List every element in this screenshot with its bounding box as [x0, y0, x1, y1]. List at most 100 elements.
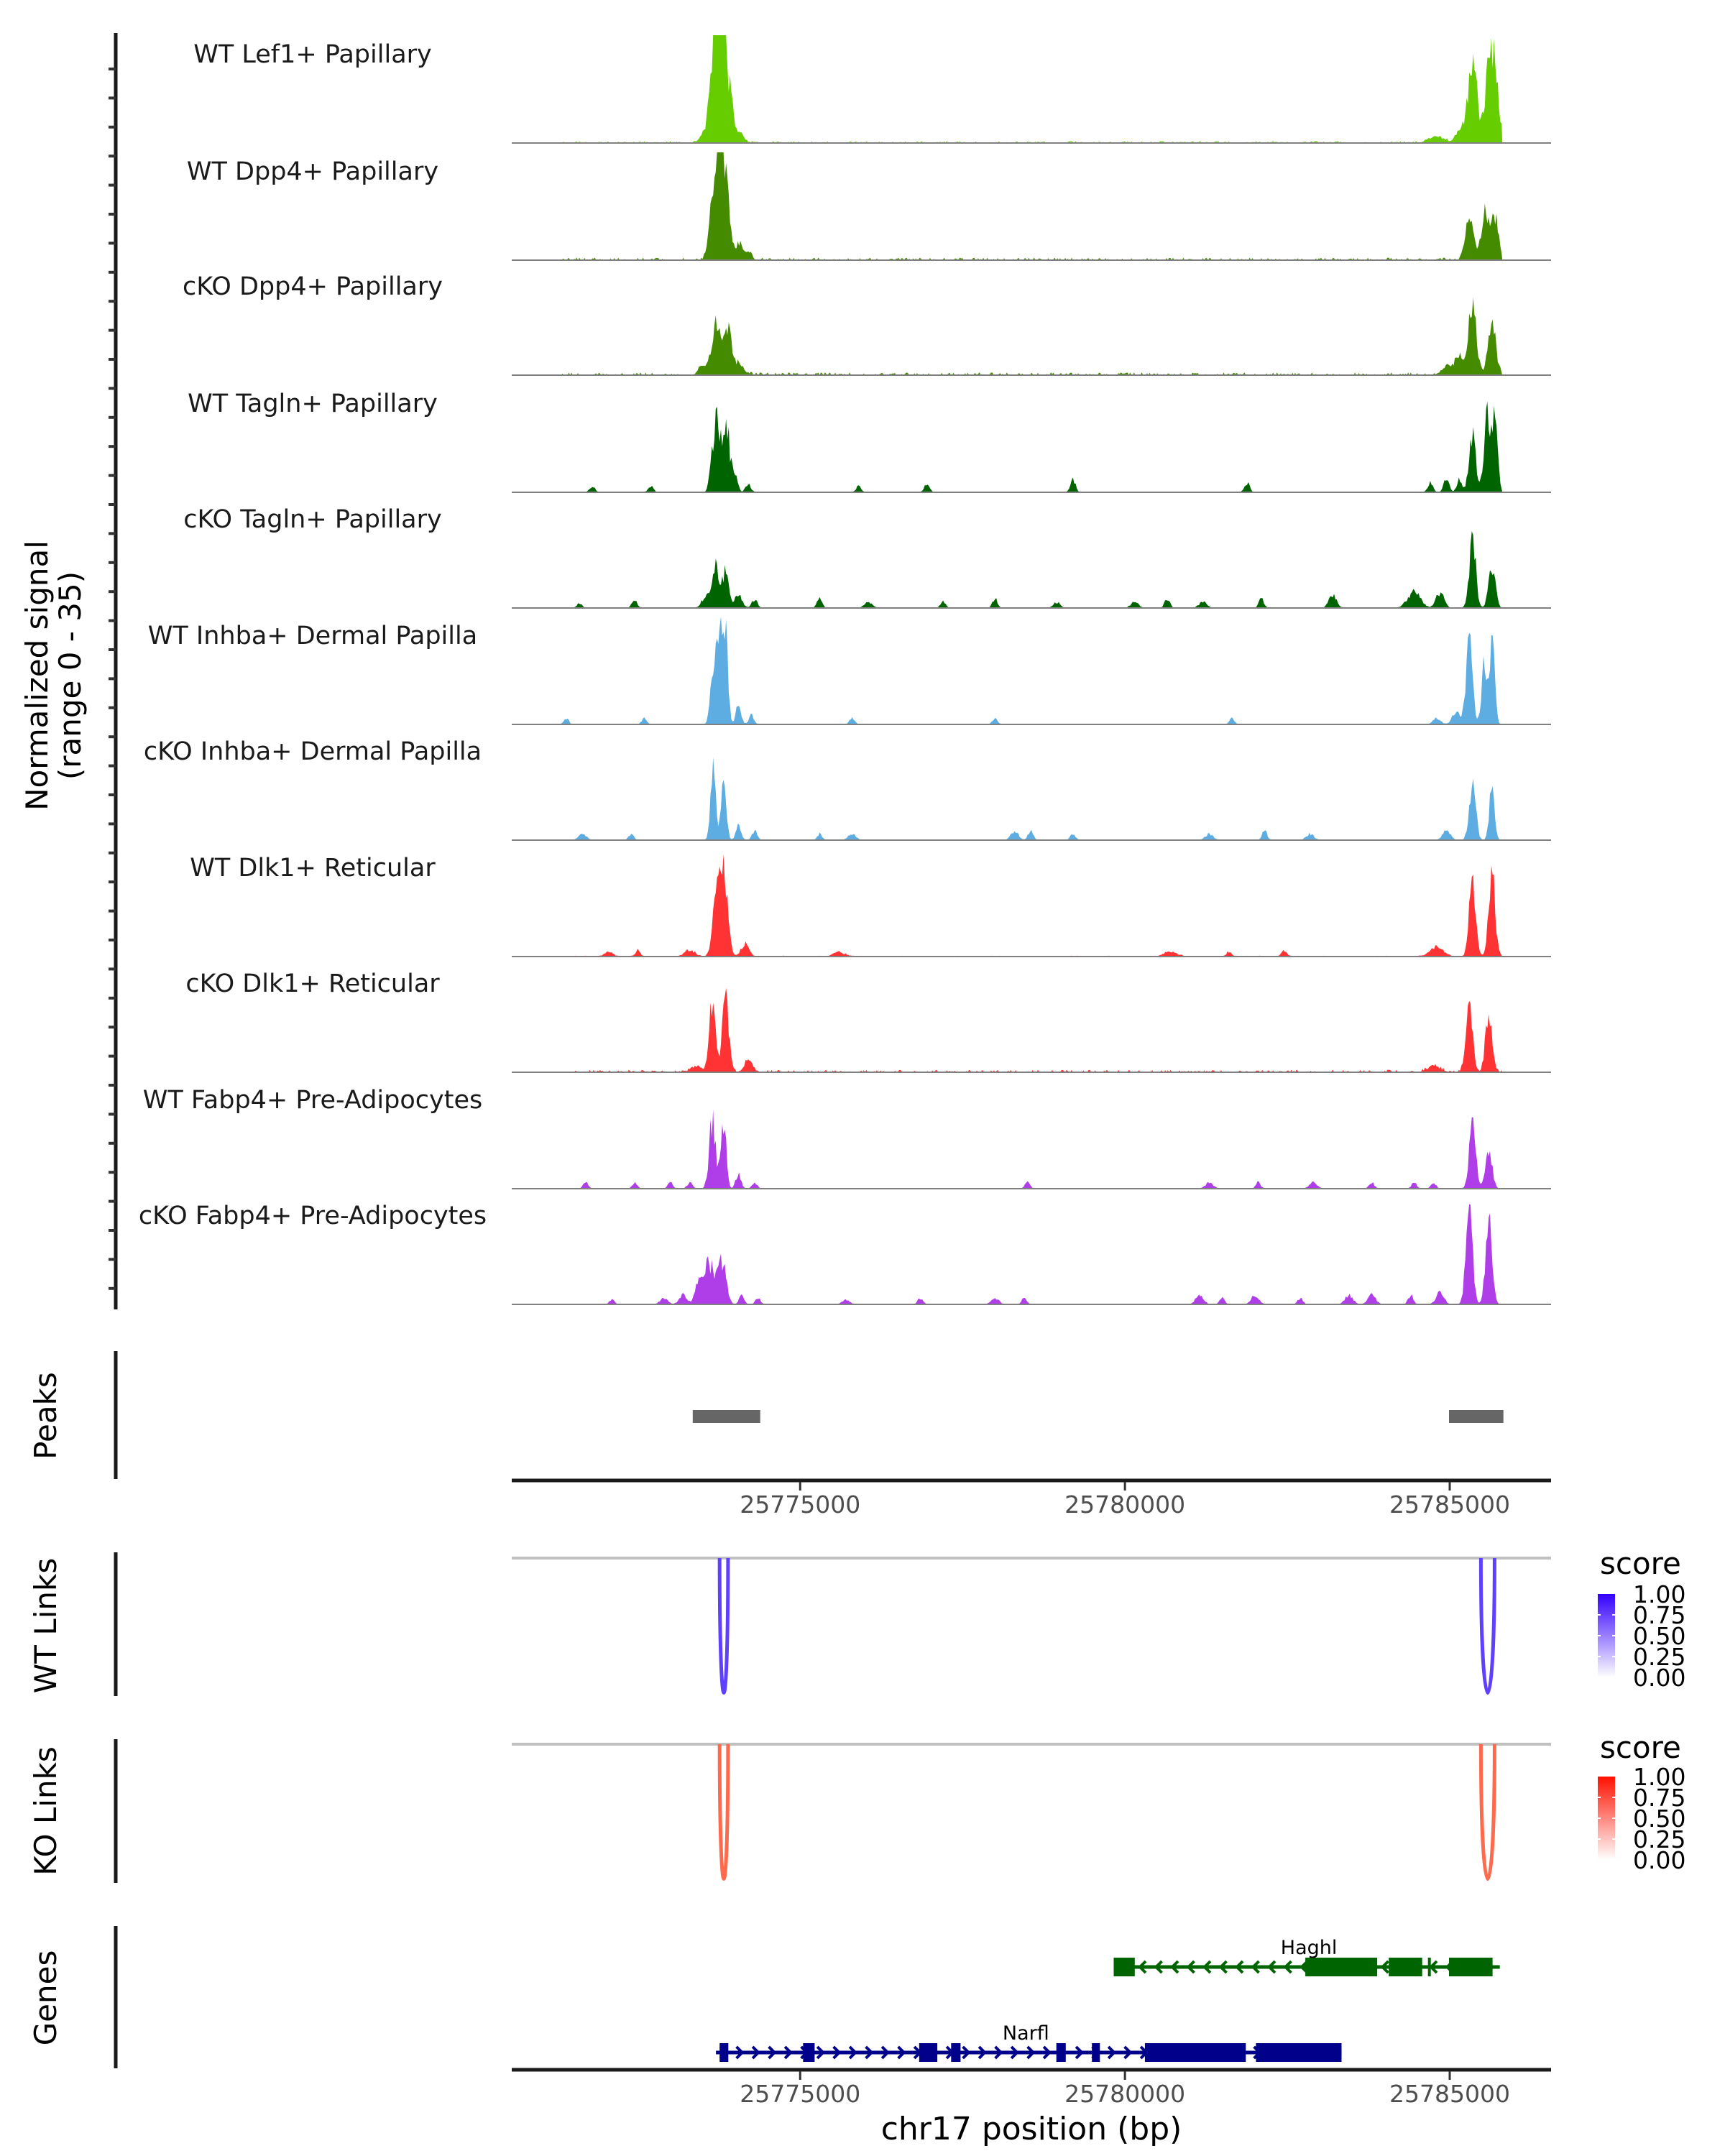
strand-arrow — [783, 2045, 793, 2060]
peak-region — [692, 1410, 760, 1423]
gene-model: Haghl — [1113, 1937, 1500, 1976]
coverage-signal-area — [559, 854, 1503, 957]
x-axis-tick-label: 25775000 — [740, 1491, 860, 1519]
legend-tick-label: 0.50 — [1633, 1805, 1685, 1833]
coverage-track-label: cKO Dpp4+ Papillary — [183, 272, 443, 301]
coverage-signal-area — [559, 35, 1503, 143]
legend-tick-label: 0.25 — [1633, 1825, 1685, 1853]
legend-tick-label: 0.75 — [1633, 1601, 1685, 1629]
coverage-signal-area — [559, 152, 1503, 260]
strand-arrow — [1123, 2045, 1133, 2060]
strand-arrow — [880, 2045, 890, 2060]
gene-exon — [1092, 2043, 1100, 2062]
coverage-signal-area — [559, 531, 1503, 608]
y-axis-title-line1: Normalized signal — [19, 540, 55, 811]
strand-arrow — [994, 2045, 1003, 2060]
peaks-track-label: Peaks — [28, 1372, 63, 1460]
legend-tick-label: 0.00 — [1633, 1846, 1685, 1874]
coverage-track-label: WT Dlk1+ Reticular — [190, 854, 436, 883]
coverage-track-label: cKO Inhba+ Dermal Papilla — [144, 737, 482, 766]
legend-tick-label: 1.00 — [1633, 1580, 1685, 1608]
link-arc — [1478, 1557, 1496, 1695]
coverage-signal-area — [559, 987, 1503, 1072]
coverage-track-label: WT Fabp4+ Pre-Adipocytes — [143, 1086, 482, 1115]
legend-tick-label: 0.00 — [1633, 1664, 1685, 1692]
strand-arrow — [1010, 2045, 1019, 2060]
coverage-track: cKO Dlk1+ Reticular — [185, 969, 1551, 1073]
legend-title: score — [1600, 1546, 1681, 1581]
strand-arrow — [832, 2045, 842, 2060]
gene-name-label: Haghl — [1281, 1937, 1338, 1959]
strand-arrow — [1107, 2045, 1116, 2060]
genes-track-label: Genes — [28, 1950, 63, 2046]
coverage-track: WT Tagln+ Papillary — [188, 390, 1551, 493]
wt-links-track-label: WT Links — [28, 1558, 63, 1693]
x-axis-tick-label: 25785000 — [1389, 2080, 1510, 2108]
strand-arrow — [962, 2045, 971, 2060]
gene-exon — [919, 2043, 938, 2062]
x-axis-tick-label: 25780000 — [1064, 1491, 1185, 1519]
gene-exon — [1449, 1958, 1493, 1976]
coverage-track: WT Fabp4+ Pre-Adipocytes — [143, 1086, 1551, 1189]
link-arc — [717, 1743, 730, 1881]
strand-arrow — [1026, 2045, 1036, 2060]
coverage-track-label: WT Inhba+ Dermal Papilla — [148, 622, 477, 650]
strand-arrow — [1138, 1960, 1147, 1974]
strand-arrow — [1170, 1960, 1179, 1974]
coverage-track: cKO Inhba+ Dermal Papilla — [144, 737, 1551, 841]
coverage-track: WT Dpp4+ Papillary — [187, 152, 1551, 261]
strand-arrow — [816, 2045, 825, 2060]
coverage-track-label: WT Lef1+ Papillary — [193, 40, 432, 69]
ko-links-score-legend: score 1.000.750.500.250.00 — [1598, 1730, 1685, 1874]
y-axis-title-line2: (range 0 - 35) — [52, 571, 88, 780]
x-axis-ticks-bottom: 25775000 25780000 25785000 — [740, 2071, 1510, 2108]
strand-arrow — [978, 2045, 987, 2060]
strand-arrow — [865, 2045, 874, 2060]
gene-exon — [1256, 2043, 1342, 2062]
gene-exon — [719, 2043, 729, 2062]
strand-arrow — [897, 2045, 906, 2060]
strand-arrow — [1154, 1960, 1163, 1974]
coverage-track: cKO Dpp4+ Papillary — [183, 272, 1551, 376]
coverage-track-label: WT Dpp4+ Papillary — [187, 157, 438, 186]
link-arc — [1478, 1743, 1496, 1881]
coverage-track: cKO Fabp4+ Pre-Adipocytes — [139, 1202, 1551, 1305]
peaks-track — [692, 1410, 1504, 1423]
ko-links-track — [512, 1743, 1551, 1881]
gene-exon — [951, 2043, 961, 2062]
coverage-track-label: cKO Tagln+ Papillary — [183, 505, 442, 534]
gene-exon — [1427, 1958, 1431, 1976]
coverage-track-label: WT Tagln+ Papillary — [188, 390, 438, 418]
coverage-track: WT Inhba+ Dermal Papilla — [148, 617, 1551, 725]
gene-exon — [1113, 1958, 1135, 1976]
coverage-track: cKO Tagln+ Papillary — [183, 505, 1551, 609]
strand-arrow — [1429, 1960, 1438, 1974]
link-arc — [717, 1557, 730, 1695]
gene-exon — [1144, 2043, 1246, 2062]
strand-arrow — [1042, 2045, 1052, 2060]
peak-region — [1449, 1410, 1504, 1423]
gene-exon — [1056, 2043, 1066, 2062]
coverage-signal-area — [559, 1204, 1503, 1304]
strand-arrow — [848, 2045, 857, 2060]
gene-exon — [1389, 1958, 1422, 1976]
ko-links-track-label: KO Links — [28, 1746, 63, 1876]
x-axis-tick-label: 25780000 — [1064, 2080, 1185, 2108]
strand-arrow — [1202, 1960, 1212, 1974]
coverage-y-axis-title: Normalized signal (range 0 - 35) — [19, 540, 88, 811]
coverage-signal-area — [559, 757, 1503, 840]
wt-links-track — [512, 1557, 1551, 1695]
coverage-signal-area — [559, 1109, 1503, 1189]
legend-tick-label: 0.25 — [1633, 1643, 1685, 1671]
strand-arrow — [1380, 1960, 1389, 1974]
strand-arrow — [1186, 1960, 1195, 1974]
strand-arrow — [1283, 1960, 1292, 1974]
legend-tick-label: 0.50 — [1633, 1622, 1685, 1650]
x-axis-title: chr17 position (bp) — [881, 2111, 1182, 2147]
coverage-track-label: cKO Fabp4+ Pre-Adipocytes — [139, 1202, 487, 1230]
coverage-y-axis-ticks — [109, 68, 116, 1290]
legend-tick-label: 1.00 — [1633, 1763, 1685, 1791]
gene-exon — [1305, 1958, 1378, 1976]
strand-arrow — [768, 2045, 777, 2060]
